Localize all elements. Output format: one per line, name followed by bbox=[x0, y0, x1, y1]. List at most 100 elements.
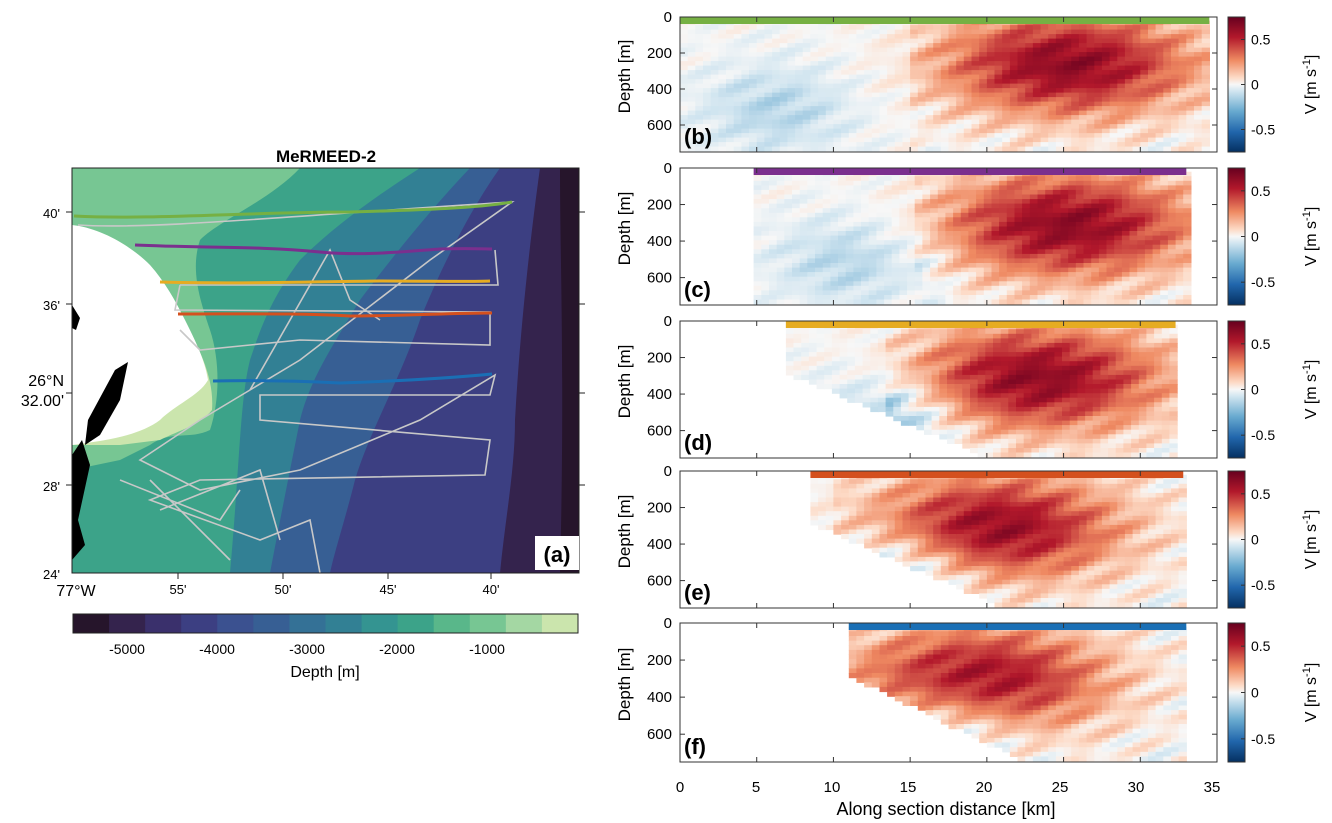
velocity-cell bbox=[839, 347, 848, 353]
velocity-cell bbox=[795, 133, 804, 139]
velocity-cell bbox=[1091, 290, 1100, 296]
velocity-cell bbox=[1002, 29, 1011, 35]
velocity-cell bbox=[1109, 106, 1118, 112]
velocity-cell bbox=[1078, 128, 1088, 134]
velocity-cell bbox=[908, 365, 917, 371]
velocity-cell bbox=[986, 101, 996, 107]
velocity-cell bbox=[1052, 185, 1062, 191]
velocity-cell bbox=[1160, 253, 1169, 260]
velocity-cell bbox=[894, 133, 904, 139]
velocity-cell bbox=[953, 235, 962, 241]
velocity-cell bbox=[900, 356, 910, 362]
velocity-cell bbox=[876, 185, 885, 191]
velocity-cell bbox=[1109, 56, 1118, 62]
velocity-cell bbox=[1023, 452, 1032, 458]
velocity-cell bbox=[1171, 133, 1180, 139]
velocity-cell bbox=[769, 189, 778, 196]
velocity-cell bbox=[877, 388, 887, 394]
velocity-cell bbox=[893, 329, 902, 335]
velocity-cell bbox=[841, 52, 850, 58]
velocity-cell bbox=[1006, 290, 1016, 296]
velocity-cell bbox=[1009, 70, 1019, 76]
velocity-cell bbox=[825, 25, 835, 31]
velocity-cell bbox=[985, 361, 994, 367]
velocity-cell bbox=[853, 272, 862, 278]
velocity-cell bbox=[939, 342, 948, 349]
velocity-cell bbox=[1201, 29, 1210, 35]
velocity-cell bbox=[1023, 329, 1032, 335]
velocity-cell bbox=[1109, 133, 1118, 139]
velocity-cell bbox=[1144, 295, 1154, 301]
velocity-cell bbox=[1048, 101, 1057, 107]
velocity-cell bbox=[1045, 212, 1054, 218]
velocity-cell bbox=[916, 425, 925, 431]
velocity-cell bbox=[1055, 43, 1065, 49]
velocity-cell bbox=[1046, 420, 1055, 426]
velocity-cell bbox=[838, 217, 847, 223]
velocity-cell bbox=[1167, 244, 1177, 250]
velocity-cell bbox=[1161, 384, 1171, 390]
velocity-cell bbox=[983, 221, 993, 228]
velocity-cell bbox=[839, 384, 848, 390]
velocity-cell bbox=[1175, 272, 1184, 278]
velocity-cell bbox=[1009, 142, 1019, 148]
velocity-cell bbox=[945, 189, 954, 196]
velocity-cell bbox=[845, 212, 854, 218]
velocity-cell bbox=[1017, 137, 1026, 143]
velocity-cell bbox=[1175, 258, 1184, 264]
velocity-cell bbox=[785, 370, 795, 376]
velocity-cell bbox=[1171, 61, 1180, 67]
velocity-cell bbox=[1055, 92, 1065, 98]
velocity-cell bbox=[899, 249, 908, 255]
velocity-cell bbox=[1121, 221, 1131, 228]
velocity-cell bbox=[1075, 221, 1085, 228]
velocity-cell bbox=[979, 115, 988, 121]
velocity-cell bbox=[922, 203, 931, 209]
velocity-cell bbox=[1017, 110, 1026, 116]
velocity-cell bbox=[703, 146, 712, 152]
velocity-cell bbox=[1000, 329, 1009, 335]
velocity-cell bbox=[1032, 29, 1042, 35]
velocity-cell bbox=[1000, 434, 1009, 440]
velocity-cell bbox=[764, 74, 773, 80]
velocity-cell bbox=[877, 333, 887, 339]
velocity-cell bbox=[963, 56, 973, 62]
velocity-cell bbox=[1068, 285, 1077, 291]
velocity-cell bbox=[1132, 79, 1141, 85]
velocity-cell bbox=[1194, 61, 1203, 67]
velocity-cell bbox=[1171, 38, 1180, 44]
velocity-cell bbox=[1144, 212, 1154, 218]
velocity-cell bbox=[703, 124, 712, 130]
velocity-cell bbox=[824, 333, 833, 339]
velocity-cell bbox=[1183, 226, 1192, 232]
velocity-cell bbox=[1108, 411, 1117, 417]
velocity-cell bbox=[953, 253, 962, 260]
velocity-cell bbox=[960, 244, 970, 250]
velocity-cell bbox=[795, 128, 804, 134]
velocity-cell bbox=[914, 231, 923, 237]
velocity-cell bbox=[833, 38, 842, 44]
velocity-cell bbox=[695, 29, 704, 35]
velocity-cell bbox=[822, 203, 831, 209]
velocity-cell bbox=[1022, 212, 1031, 218]
velocity-cell bbox=[1155, 29, 1164, 35]
velocity-cell bbox=[856, 97, 865, 103]
velocity-cell bbox=[862, 365, 871, 371]
velocity-cell bbox=[885, 393, 894, 399]
velocity-cell bbox=[876, 194, 885, 200]
velocity-cell bbox=[894, 110, 904, 116]
velocity-cell bbox=[1023, 338, 1032, 344]
velocity-cell bbox=[733, 43, 742, 49]
velocity-cell bbox=[1144, 244, 1154, 250]
velocity-cell bbox=[1106, 253, 1115, 260]
velocity-cell bbox=[861, 295, 870, 301]
velocity-cell bbox=[808, 333, 818, 339]
velocity-cell bbox=[1121, 208, 1131, 214]
velocity-cell bbox=[917, 25, 927, 31]
velocity-cell bbox=[1086, 65, 1095, 71]
velocity-cell bbox=[931, 429, 940, 435]
velocity-cell bbox=[792, 244, 801, 250]
velocity-cell bbox=[1132, 61, 1141, 67]
velocity-cell bbox=[937, 203, 947, 209]
